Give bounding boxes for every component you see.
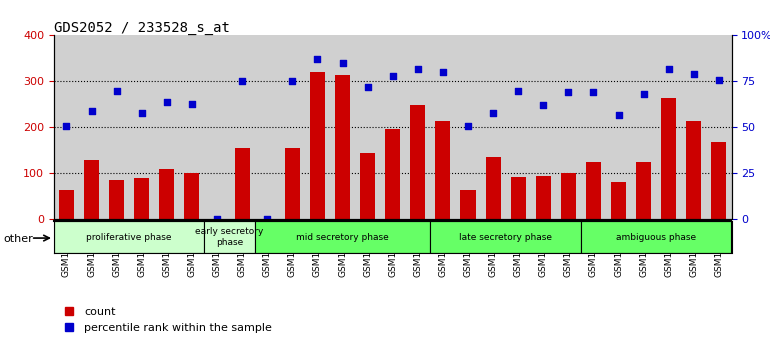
- Point: [487, 110, 499, 115]
- Bar: [235, 148, 249, 219]
- Point: [136, 110, 148, 115]
- Bar: [59, 189, 74, 219]
- Bar: [586, 162, 601, 219]
- Bar: [536, 176, 551, 219]
- Point: [387, 73, 399, 79]
- Bar: [460, 189, 476, 219]
- Text: proliferative phase: proliferative phase: [86, 233, 172, 242]
- FancyBboxPatch shape: [255, 221, 430, 253]
- Bar: [636, 162, 651, 219]
- Bar: [561, 173, 576, 219]
- Text: GDS2052 / 233528_s_at: GDS2052 / 233528_s_at: [54, 21, 229, 35]
- Point: [638, 91, 650, 97]
- Bar: [109, 181, 124, 219]
- Legend: count, percentile rank within the sample: count, percentile rank within the sample: [59, 302, 276, 338]
- Bar: [511, 177, 526, 219]
- Text: early secretory
phase: early secretory phase: [196, 228, 264, 247]
- Text: ambiguous phase: ambiguous phase: [616, 233, 696, 242]
- Point: [663, 66, 675, 72]
- Bar: [661, 97, 676, 219]
- Point: [286, 79, 299, 84]
- Bar: [385, 129, 400, 219]
- Bar: [159, 169, 174, 219]
- Bar: [184, 173, 199, 219]
- Point: [236, 79, 248, 84]
- Point: [311, 57, 323, 62]
- Text: late secretory phase: late secretory phase: [459, 233, 552, 242]
- Point: [562, 90, 574, 95]
- Point: [261, 217, 273, 222]
- Bar: [410, 105, 425, 219]
- Point: [110, 88, 122, 93]
- Point: [688, 71, 700, 77]
- Bar: [486, 157, 500, 219]
- Bar: [335, 74, 350, 219]
- Bar: [360, 153, 375, 219]
- Point: [60, 123, 72, 129]
- Point: [85, 108, 98, 114]
- Point: [512, 88, 524, 93]
- Point: [161, 99, 173, 104]
- Text: other: other: [4, 234, 34, 244]
- Bar: [711, 142, 726, 219]
- Point: [437, 69, 449, 75]
- Text: mid secretory phase: mid secretory phase: [296, 233, 389, 242]
- Point: [462, 123, 474, 129]
- FancyBboxPatch shape: [205, 221, 255, 253]
- Point: [412, 66, 424, 72]
- Point: [361, 84, 373, 90]
- Bar: [285, 148, 300, 219]
- Point: [713, 77, 725, 82]
- FancyBboxPatch shape: [54, 221, 205, 253]
- Bar: [134, 178, 149, 219]
- Bar: [435, 121, 450, 219]
- Point: [186, 101, 198, 106]
- Bar: [611, 182, 626, 219]
- FancyBboxPatch shape: [430, 221, 581, 253]
- Bar: [686, 120, 701, 219]
- FancyBboxPatch shape: [581, 221, 732, 253]
- Point: [336, 60, 349, 66]
- Bar: [310, 72, 325, 219]
- Bar: [84, 160, 99, 219]
- Point: [211, 217, 223, 222]
- Point: [588, 90, 600, 95]
- Point: [612, 112, 624, 118]
- Point: [537, 103, 550, 108]
